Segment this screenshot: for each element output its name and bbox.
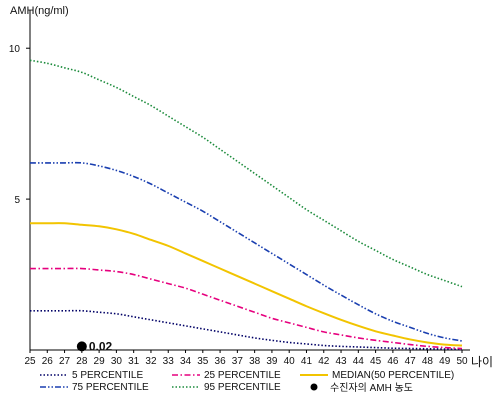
x-tick-label: 30 — [111, 356, 123, 367]
legend-label-4: 75 PERCENTILE — [72, 382, 149, 393]
x-tick-label: 42 — [318, 356, 330, 367]
x-tick-label: 32 — [145, 356, 157, 367]
y-axis-title: AMH(ng/ml) — [10, 5, 69, 17]
legend-point-label: 수진자의 AMH 농도 — [330, 382, 413, 394]
patient-amh-value-label: 0.02 — [89, 339, 113, 353]
series-lines — [29, 59, 463, 351]
patient-point: 0.02 — [76, 339, 113, 353]
x-tick-label: 33 — [163, 356, 175, 367]
series-line-4 — [30, 161, 463, 342]
series-line-1 — [30, 309, 463, 351]
x-tick-label: 26 — [42, 356, 54, 367]
x-tick-label: 35 — [197, 356, 209, 367]
legend-label-5: 95 PERCENTILE — [204, 382, 281, 393]
y-axis: AMH(ng/ml) 5 10 — [9, 5, 69, 350]
x-tick-label: 45 — [370, 356, 382, 367]
x-tick-label: 31 — [128, 356, 140, 367]
x-tick-label: 37 — [232, 356, 244, 367]
x-tick-label: 27 — [59, 356, 71, 367]
series-line-3 — [29, 222, 463, 347]
x-tick-label: 41 — [301, 356, 313, 367]
x-tick-label: 48 — [422, 356, 434, 367]
x-tick-label: 50 — [456, 356, 468, 367]
x-axis: 25 26 27 28 29 30 31 32 33 34 35 36 37 38 39 40 41 42 43 44… — [24, 349, 493, 369]
x-tick-label: 49 — [439, 356, 451, 367]
x-tick-label: 44 — [353, 356, 365, 367]
y-tick-label: 5 — [14, 195, 20, 206]
x-tick-label: 46 — [387, 356, 399, 367]
legend-label-3: MEDIAN(50 PERCENTILE) — [332, 370, 454, 381]
x-tick-label: 29 — [94, 356, 106, 367]
x-tick-label: 25 — [24, 356, 36, 367]
x-tick-label: 39 — [266, 356, 278, 367]
y-tick-label: 10 — [9, 44, 21, 55]
patient-amh-point — [76, 341, 87, 352]
x-tick-label: 34 — [180, 356, 192, 367]
legend-label-2: 25 PERCENTILE — [204, 370, 281, 381]
x-axis-unit: 나이 — [471, 355, 493, 369]
series-line-5 — [29, 59, 463, 288]
x-tick-label: 43 — [335, 356, 347, 367]
x-tick-label: 36 — [215, 356, 227, 367]
legend: 5 PERCENTILE 25 PERCENTILE MEDIAN(50 PERCE… — [40, 370, 454, 394]
legend-point-swatch — [310, 383, 318, 391]
x-tick-label: 38 — [249, 356, 261, 367]
series-line-2 — [30, 267, 463, 350]
x-tick-label: 47 — [405, 356, 417, 367]
legend-label-1: 5 PERCENTILE — [72, 370, 143, 381]
x-tick-label: 40 — [284, 356, 296, 367]
x-tick-label: 28 — [76, 356, 88, 367]
